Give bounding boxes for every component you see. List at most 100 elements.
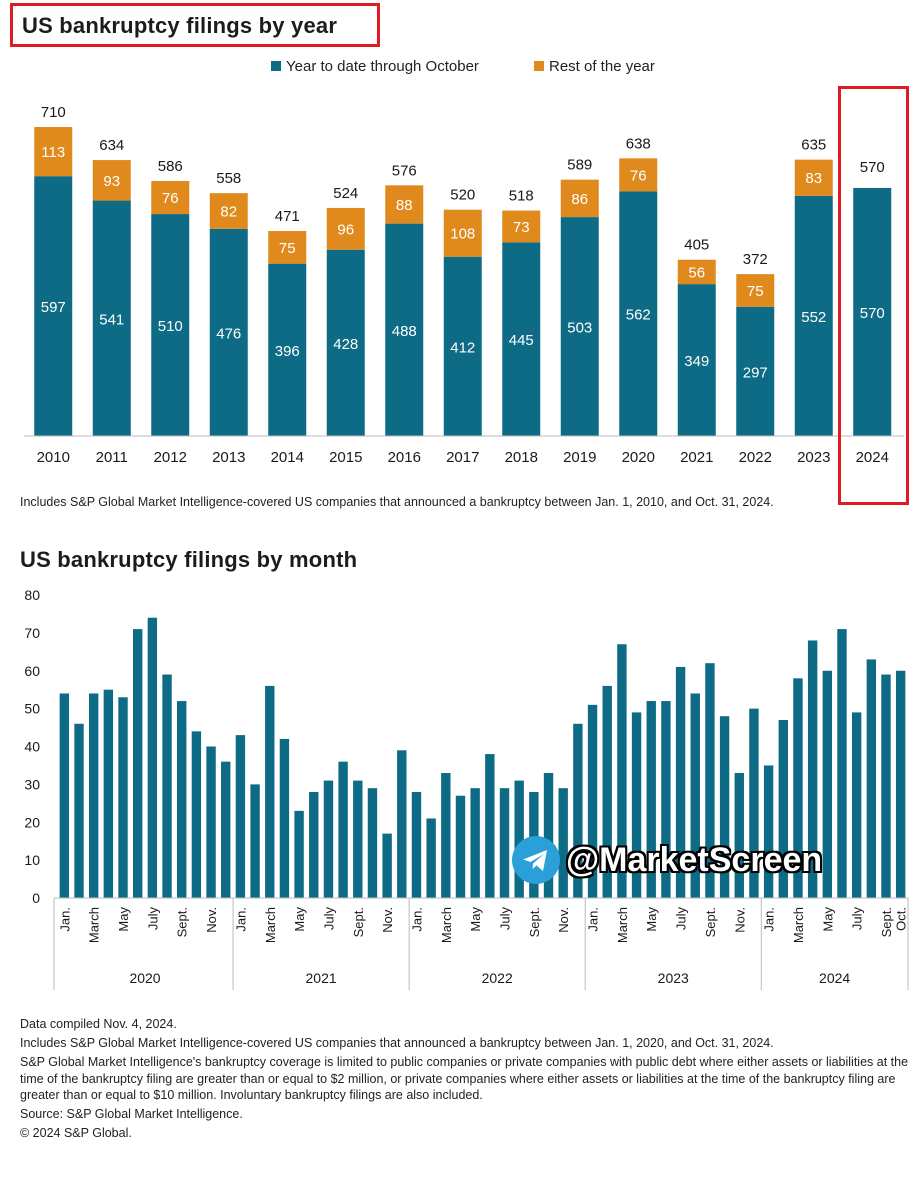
total-label-2022: 372 (743, 251, 768, 268)
total-label-2019: 589 (567, 157, 592, 174)
month-bar-7 (162, 674, 172, 898)
value-label-ytd-2021: 349 (684, 353, 709, 370)
legend-item-ytd: Year to date through October (271, 58, 479, 75)
bar-rest-2018 (502, 210, 541, 243)
total-label-2014: 471 (275, 208, 300, 225)
value-label-rest-2019: 86 (571, 191, 588, 208)
x-tick-label-2011: 2011 (96, 449, 128, 466)
bar-ytd-2017 (443, 256, 482, 436)
month-tick-label-30: July (498, 907, 513, 931)
month-bar-34 (558, 788, 568, 898)
month-bar-22 (382, 833, 392, 898)
month-bar-40 (646, 701, 656, 898)
bar-rest-2013 (209, 193, 248, 229)
month-tick-label-48: Jan. (762, 907, 777, 932)
value-label-rest-2014: 75 (279, 240, 296, 257)
bar-ytd-2021 (677, 284, 716, 436)
month-bar-15 (279, 738, 290, 898)
month-tick-label-28: May (468, 907, 483, 932)
total-label-2011: 634 (99, 137, 124, 154)
month-bar-37 (602, 685, 612, 898)
bar-rest-2022 (736, 274, 775, 307)
value-label-ytd-2014: 396 (275, 343, 300, 360)
value-label-rest-2013: 82 (220, 203, 237, 220)
month-tick-label-2: March (87, 907, 102, 943)
month-tick-label-34: Nov. (556, 907, 571, 933)
bar-ytd-2020 (619, 191, 658, 436)
footer-source: Source: S&P Global Market Intelligence. (20, 1107, 243, 1121)
y-tick-label-40: 40 (24, 739, 40, 755)
value-label-rest-2015: 96 (337, 221, 354, 238)
yearly-chart-title: US bankruptcy filings by year (10, 3, 380, 47)
total-label-2017: 520 (450, 187, 475, 204)
month-tick-label-22: Nov. (380, 907, 395, 933)
value-label-ytd-2012: 510 (158, 318, 183, 335)
month-bar-3 (103, 689, 114, 898)
month-tick-label-38: March (615, 907, 630, 943)
month-bar-21 (367, 788, 378, 898)
value-label-ytd-2020: 562 (626, 307, 651, 324)
value-label-rest-2020: 76 (630, 167, 647, 184)
month-bar-12 (235, 735, 246, 898)
bar-ytd-2022 (736, 306, 775, 436)
value-label-rest-2010: 113 (41, 144, 65, 161)
value-label-ytd-2011: 541 (99, 311, 124, 328)
x-tick-label-2021: 2021 (680, 449, 713, 466)
value-label-rest-2022: 75 (747, 283, 764, 300)
month-bar-25 (426, 818, 436, 898)
bar-rest-2011 (92, 160, 131, 201)
month-tick-label-26: March (439, 907, 454, 943)
bar-rest-2014 (268, 231, 307, 264)
bar-ytd-2019 (560, 217, 599, 436)
month-tick-label-50: March (791, 907, 806, 943)
value-label-rest-2016: 88 (396, 197, 413, 214)
value-label-ytd-2019: 503 (567, 320, 592, 337)
month-bar-10 (206, 746, 216, 898)
value-label-rest-2021: 56 (688, 264, 705, 281)
month-tick-label-42: July (674, 907, 689, 931)
bar-ytd-2012 (151, 214, 190, 436)
x-tick-label-2024: 2024 (856, 449, 889, 466)
monthly-bar-chart: 0 10 20 30 40 50 60 70 80 Jan. March May July Sept. No… (24, 587, 909, 990)
footer-copyright: © 2024 S&P Global. (20, 1126, 132, 1140)
month-bar-55 (866, 659, 877, 898)
bar-ytd-2014 (268, 263, 307, 436)
bar-ytd-2011 (92, 200, 131, 436)
month-bar-36 (587, 704, 598, 898)
value-label-ytd-2024: 570 (860, 305, 885, 322)
month-bar-11 (221, 761, 231, 898)
bar-ytd-2016 (385, 223, 424, 436)
total-label-2018: 518 (509, 188, 534, 205)
year-group-label-2024: 2024 (819, 970, 850, 986)
month-bar-13 (250, 784, 260, 898)
value-label-rest-2011: 93 (103, 173, 120, 190)
month-bar-9 (191, 731, 202, 898)
bar-rest-2019 (560, 179, 599, 218)
month-bar-29 (485, 754, 495, 898)
month-bar-33 (543, 773, 554, 898)
y-tick-label-30: 30 (24, 776, 40, 792)
month-bar-1 (74, 723, 84, 898)
month-tick-label-12: Jan. (233, 907, 248, 932)
total-label-2010: 710 (41, 104, 66, 121)
month-bar-16 (294, 810, 304, 898)
y-tick-label-80: 80 (24, 587, 40, 603)
year-group-label-2022: 2022 (482, 970, 513, 986)
month-bar-4 (118, 697, 128, 898)
month-bar-39 (631, 712, 642, 898)
bar-ytd-2024 (853, 187, 892, 436)
x-tick-label-2018: 2018 (505, 449, 538, 466)
total-label-2016: 576 (392, 162, 417, 179)
month-tick-label-20: Sept. (351, 907, 366, 937)
month-bar-54 (851, 712, 862, 898)
month-bar-53 (837, 629, 847, 898)
x-tick-label-2010: 2010 (37, 449, 70, 466)
month-bar-45 (719, 716, 730, 898)
bar-ytd-2018 (502, 242, 541, 436)
month-bar-38 (617, 644, 627, 898)
month-tick-label-57: Oct. (894, 907, 909, 931)
value-label-ytd-2016: 488 (392, 323, 417, 340)
month-bar-5 (133, 629, 143, 898)
bar-ytd-2023 (794, 195, 833, 436)
month-tick-label-4: May (116, 907, 131, 932)
